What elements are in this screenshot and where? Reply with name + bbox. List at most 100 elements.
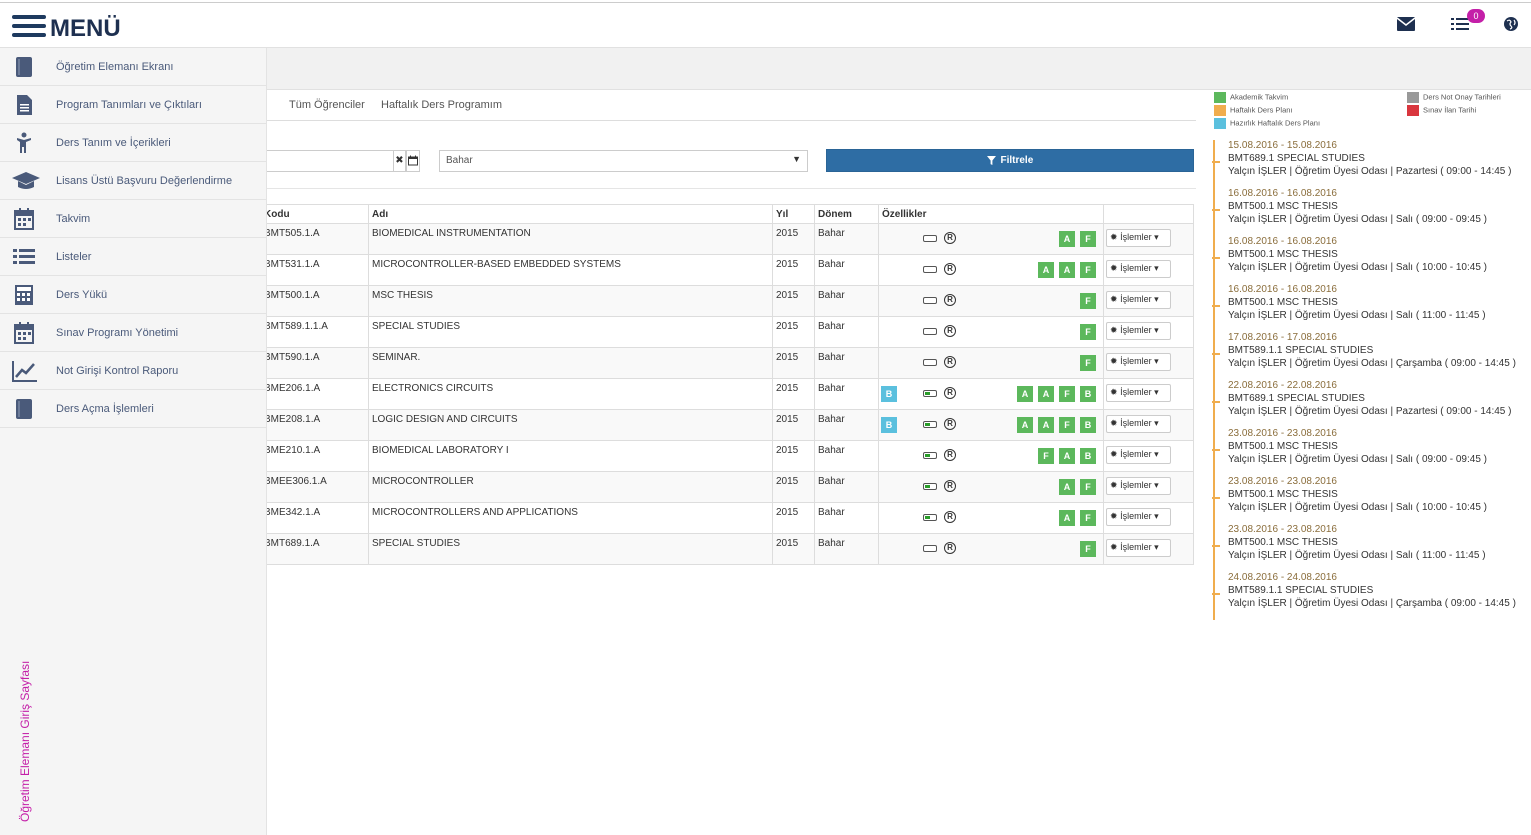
- feature-label[interactable]: B: [1080, 448, 1096, 464]
- timeline-item[interactable]: 17.08.2016 - 17.08.2016 BMT589.1.1 SPECI…: [1212, 332, 1531, 380]
- toggle-icon[interactable]: [923, 483, 937, 490]
- term-select[interactable]: Bahar ▼: [439, 150, 808, 172]
- feature-label[interactable]: F: [1038, 448, 1054, 464]
- sidebar-item[interactable]: Takvim: [0, 200, 267, 238]
- sidebar-item[interactable]: Not Girişi Kontrol Raporu: [0, 352, 267, 390]
- feature-label[interactable]: B: [1080, 417, 1096, 433]
- course-name: MICROCONTROLLERS AND APPLICATIONS: [368, 503, 773, 533]
- registered-icon[interactable]: R: [944, 356, 956, 368]
- menu-title[interactable]: MENÜ: [50, 15, 121, 42]
- toggle-icon[interactable]: [923, 266, 937, 273]
- sidebar-item[interactable]: Öğretim Elemanı Ekranı: [0, 48, 267, 86]
- ops-dropdown-button[interactable]: ✹ İşlemler ▾: [1106, 477, 1171, 495]
- registered-icon[interactable]: R: [944, 263, 956, 275]
- registered-icon[interactable]: R: [944, 418, 956, 430]
- timeline-item[interactable]: 15.08.2016 - 15.08.2016 BMT689.1 SPECIAL…: [1212, 140, 1531, 188]
- ops-dropdown-button[interactable]: ✹ İşlemler ▾: [1106, 291, 1171, 309]
- feature-label[interactable]: F: [1059, 386, 1075, 402]
- toggle-icon[interactable]: [923, 545, 937, 552]
- toggle-icon[interactable]: [923, 359, 937, 366]
- feature-label[interactable]: F: [1080, 355, 1096, 371]
- feature-label[interactable]: A: [1059, 231, 1075, 247]
- timeline-item[interactable]: 16.08.2016 - 16.08.2016 BMT500.1 MSC THE…: [1212, 284, 1531, 332]
- filter-button[interactable]: Filtrele: [826, 149, 1194, 172]
- header-term[interactable]: Dönem: [814, 205, 879, 223]
- hamburger-menu-icon[interactable]: [12, 15, 46, 37]
- feature-label[interactable]: F: [1080, 479, 1096, 495]
- ops-dropdown-button[interactable]: ✹ İşlemler ▾: [1106, 229, 1171, 247]
- feature-label[interactable]: F: [1080, 262, 1096, 278]
- feature-label[interactable]: F: [1059, 417, 1075, 433]
- registered-icon[interactable]: R: [944, 480, 956, 492]
- ops-dropdown-button[interactable]: ✹ İşlemler ▾: [1106, 508, 1171, 526]
- ops-dropdown-button[interactable]: ✹ İşlemler ▾: [1106, 322, 1171, 340]
- timeline-item[interactable]: 16.08.2016 - 16.08.2016 BMT500.1 MSC THE…: [1212, 236, 1531, 284]
- toggle-icon[interactable]: [923, 235, 937, 242]
- course-term: Bahar: [814, 286, 879, 316]
- feature-label[interactable]: B: [1080, 386, 1096, 402]
- sidebar-item[interactable]: Sınav Programı Yönetimi: [0, 314, 267, 352]
- toggle-icon[interactable]: [923, 297, 937, 304]
- calendar-button[interactable]: [406, 150, 420, 172]
- ops-dropdown-button[interactable]: ✹ İşlemler ▾: [1106, 446, 1171, 464]
- sidebar-item[interactable]: Lisans Üstü Başvuru Değerlendirme: [0, 162, 267, 200]
- feature-label[interactable]: A: [1059, 510, 1075, 526]
- feature-label[interactable]: F: [1080, 324, 1096, 340]
- registered-icon[interactable]: R: [944, 511, 956, 523]
- header-code[interactable]: Kodu: [264, 209, 290, 220]
- toggle-icon[interactable]: [923, 328, 937, 335]
- registered-icon[interactable]: R: [944, 387, 956, 399]
- label-b-badge[interactable]: B: [881, 417, 897, 433]
- tab-weekly-schedule[interactable]: Haftalık Ders Programım: [381, 99, 503, 111]
- label-b-badge[interactable]: B: [881, 386, 897, 402]
- registered-icon[interactable]: R: [944, 449, 956, 461]
- timeline-item[interactable]: 23.08.2016 - 23.08.2016 BMT500.1 MSC THE…: [1212, 524, 1531, 572]
- feature-label[interactable]: A: [1059, 479, 1075, 495]
- feature-label[interactable]: F: [1080, 293, 1096, 309]
- course-term: Bahar: [814, 534, 879, 564]
- sidebar-item[interactable]: Ders Açma İşlemleri: [0, 390, 267, 428]
- timeline-item[interactable]: 24.08.2016 - 24.08.2016 BMT589.1.1 SPECI…: [1212, 572, 1531, 620]
- timeline-item[interactable]: 23.08.2016 - 23.08.2016 BMT500.1 MSC THE…: [1212, 428, 1531, 476]
- date-input[interactable]: [262, 150, 394, 172]
- feature-label[interactable]: A: [1038, 262, 1054, 278]
- registered-icon[interactable]: R: [944, 542, 956, 554]
- feature-label[interactable]: F: [1080, 231, 1096, 247]
- clear-date-button[interactable]: ✖: [393, 150, 406, 172]
- feature-label[interactable]: A: [1059, 262, 1075, 278]
- feature-label[interactable]: A: [1017, 417, 1033, 433]
- feature-label[interactable]: A: [1059, 448, 1075, 464]
- sidebar-item[interactable]: Listeler: [0, 238, 267, 276]
- sidebar-item[interactable]: Ders Tanım ve İçerikleri: [0, 124, 267, 162]
- sidebar-item[interactable]: Ders Yükü: [0, 276, 267, 314]
- toggle-icon[interactable]: [923, 514, 937, 521]
- timeline-item[interactable]: 16.08.2016 - 16.08.2016 BMT500.1 MSC THE…: [1212, 188, 1531, 236]
- notification-badge[interactable]: 0: [1467, 9, 1485, 23]
- header-name[interactable]: Adı: [368, 205, 773, 223]
- registered-icon[interactable]: R: [944, 325, 956, 337]
- list-icon[interactable]: [1451, 17, 1469, 34]
- registered-icon[interactable]: R: [944, 232, 956, 244]
- sidebar-item[interactable]: Program Tanımları ve Çıktıları: [0, 86, 267, 124]
- ops-dropdown-button[interactable]: ✹ İşlemler ▾: [1106, 384, 1171, 402]
- tab-all-students[interactable]: Tüm Öğrenciler: [289, 99, 365, 111]
- timeline-course: BMT500.1 MSC THESIS: [1228, 201, 1338, 212]
- ops-dropdown-button[interactable]: ✹ İşlemler ▾: [1106, 260, 1171, 278]
- ops-dropdown-button[interactable]: ✹ İşlemler ▾: [1106, 539, 1171, 557]
- timeline-item[interactable]: 22.08.2016 - 22.08.2016 BMT689.1 SPECIAL…: [1212, 380, 1531, 428]
- globe-icon[interactable]: [1504, 17, 1518, 34]
- timeline-item[interactable]: 23.08.2016 - 23.08.2016 BMT500.1 MSC THE…: [1212, 476, 1531, 524]
- ops-dropdown-button[interactable]: ✹ İşlemler ▾: [1106, 415, 1171, 433]
- feature-label[interactable]: A: [1017, 386, 1033, 402]
- feature-label[interactable]: F: [1080, 510, 1096, 526]
- toggle-icon[interactable]: [923, 452, 937, 459]
- feature-label[interactable]: F: [1080, 541, 1096, 557]
- envelope-icon[interactable]: [1396, 17, 1416, 34]
- toggle-icon[interactable]: [923, 421, 937, 428]
- header-year[interactable]: Yıl: [772, 205, 815, 223]
- registered-icon[interactable]: R: [944, 294, 956, 306]
- feature-label[interactable]: A: [1038, 386, 1054, 402]
- toggle-icon[interactable]: [923, 390, 937, 397]
- ops-dropdown-button[interactable]: ✹ İşlemler ▾: [1106, 353, 1171, 371]
- feature-label[interactable]: A: [1038, 417, 1054, 433]
